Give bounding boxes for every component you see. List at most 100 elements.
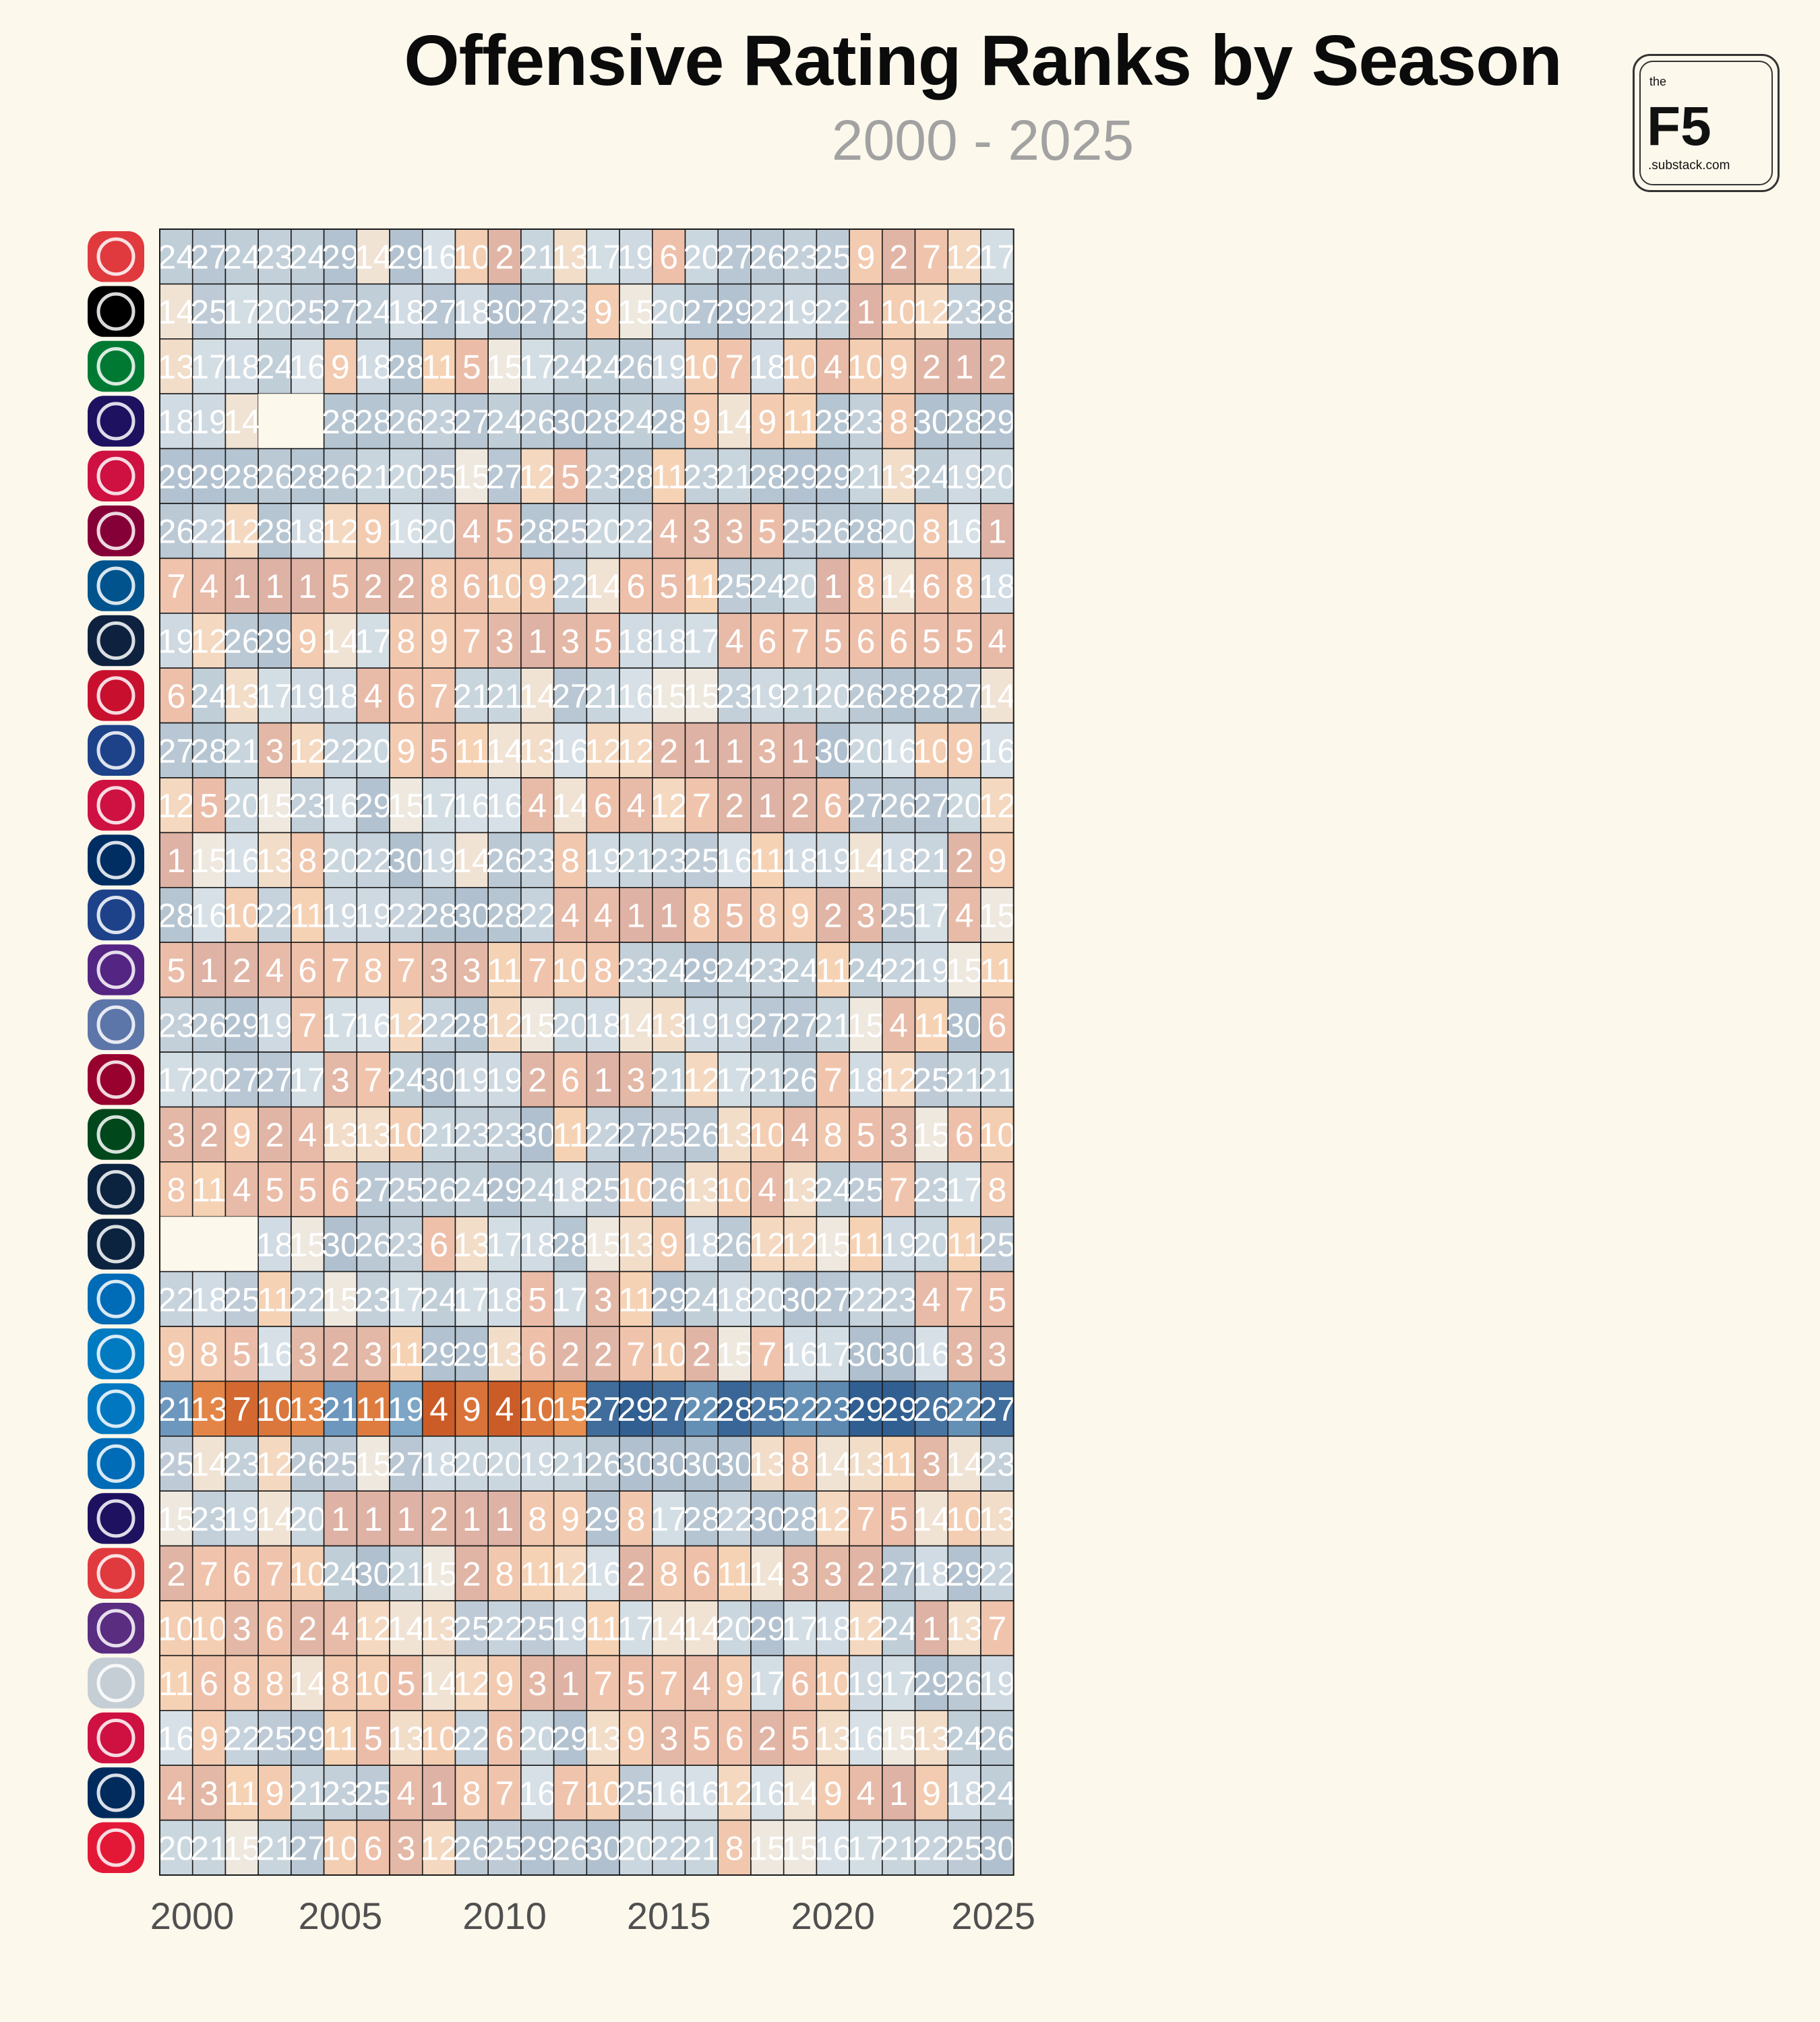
- pelicans-logo-icon: [88, 1219, 144, 1270]
- heatmap-cell-label: 22: [650, 1829, 688, 1867]
- heatmap-cell-label: 16: [453, 787, 491, 825]
- heatmap-cell-label: 24: [453, 1171, 491, 1209]
- heatmap-cell: [849, 283, 883, 340]
- heatmap-cell: [882, 393, 916, 450]
- heatmap-cell-label: 11: [520, 1555, 555, 1593]
- heatmap-cell-label: 2: [331, 1336, 350, 1374]
- heatmap-cell-label: 7: [791, 623, 810, 661]
- heatmap-cell-label: 19: [518, 1446, 556, 1483]
- heatmap-cell-label: 22: [322, 732, 359, 770]
- heatmap-cell: [291, 722, 325, 778]
- heatmap-cell: [717, 1655, 752, 1711]
- heatmap-cell-label: 23: [486, 1116, 524, 1154]
- heatmap-cell: [816, 1765, 850, 1821]
- heatmap-cell-label: 28: [158, 897, 195, 935]
- heatmap-cell-label: 16: [749, 1775, 787, 1812]
- heatmap-cell-label: 30: [814, 732, 852, 770]
- x-tick-label: 2000: [150, 1895, 235, 1937]
- hornets-logo-icon: [88, 396, 144, 447]
- heatmap-cell-label: 18: [584, 1006, 622, 1044]
- heatmap-cell: [291, 1326, 325, 1382]
- heatmap-cell-label: 20: [355, 732, 392, 770]
- heatmap-cell-label: 25: [551, 513, 589, 551]
- heatmap-cell-label: 28: [518, 513, 556, 551]
- heatmap-cell-label: 25: [781, 513, 819, 551]
- heatmap-cell: [224, 1765, 259, 1821]
- heatmap-cell: [323, 612, 358, 669]
- heatmap-cell-label: 28: [289, 458, 326, 495]
- f5-substack-logo: the F5 .substack.com: [1633, 54, 1780, 192]
- heatmap-cell: [389, 1051, 423, 1108]
- heatmap-cell-empty: [291, 394, 324, 449]
- heatmap-cell-label: 20: [551, 1006, 589, 1044]
- heatmap-cell: [947, 1436, 981, 1492]
- heatmap-cell-label: 7: [922, 239, 941, 276]
- heatmap-cell-label: 8: [857, 568, 876, 605]
- heatmap-cell: [224, 1600, 259, 1657]
- heatmap-cell-label: 5: [266, 1171, 284, 1209]
- heatmap-cell-label: 8: [495, 1555, 514, 1593]
- heatmap-cell-label: 16: [584, 1555, 622, 1593]
- heatmap-cell: [224, 1106, 259, 1163]
- heatmap-cell: [356, 1051, 390, 1108]
- heatmap-cell: [619, 612, 653, 669]
- heatmap-cell: [257, 1161, 292, 1218]
- heatmap-cell: [356, 503, 390, 559]
- heatmap-cell: [520, 612, 555, 669]
- heatmap-cell: [191, 1655, 226, 1711]
- heatmap-cell-label: 9: [955, 732, 974, 770]
- heatmap-cell: [323, 887, 358, 944]
- heatmap-cell: [553, 612, 588, 669]
- heatmap-cell: [750, 1490, 785, 1547]
- heatmap-cell: [684, 228, 719, 285]
- heatmap-cell-label: 3: [429, 952, 448, 989]
- heatmap-cell-label: 23: [814, 1390, 852, 1428]
- heatmap-cell-label: 14: [388, 1610, 425, 1648]
- heatmap-cell-label: 17: [289, 1062, 326, 1099]
- heatmap-cell-label: 11: [849, 1226, 884, 1264]
- heatmap-cell: [159, 1819, 193, 1876]
- heatmap-cell-label: 20: [781, 568, 819, 605]
- heatmap-cell-label: 15: [847, 1006, 885, 1044]
- heatmap-cell-label: 25: [190, 293, 228, 331]
- cavaliers-logo-icon: [88, 506, 144, 557]
- heatmap-cell: [816, 942, 850, 998]
- heatmap-cell: [454, 338, 489, 394]
- heatmap-cell-label: 15: [388, 787, 425, 825]
- warriors-logo-icon: [88, 725, 144, 776]
- heatmap-cell-label: 4: [298, 1116, 317, 1154]
- heatmap-cell-label: 3: [266, 732, 284, 770]
- heatmap-cell: [849, 1380, 883, 1437]
- heatmap-cell-label: 6: [462, 568, 481, 605]
- heatmap-cell-label: 5: [791, 1720, 810, 1758]
- heatmap-cell: [980, 1545, 1014, 1601]
- heatmap-cell-label: 28: [650, 403, 688, 441]
- heatmap-cell: [947, 1106, 981, 1163]
- heatmap-cell-label: 10: [551, 952, 589, 989]
- heatmap-cell-label: 24: [388, 1062, 425, 1099]
- heatmap-cell-label: 5: [298, 1171, 317, 1209]
- heatmap-cell-label: 26: [617, 348, 655, 386]
- heatmap-cell-label: 16: [355, 1006, 392, 1044]
- heatmap-cell-label: 29: [749, 1610, 787, 1648]
- heatmap-cell-label: 13: [979, 1500, 1017, 1538]
- heatmap-cell-label: 28: [322, 403, 359, 441]
- heatmap-cell: [947, 1545, 981, 1601]
- heatmap-cell-label: 23: [388, 1226, 425, 1264]
- heatmap-cell: [717, 1106, 752, 1163]
- heatmap-cell-label: 20: [518, 1720, 556, 1758]
- heatmap-cell-label: 12: [814, 1500, 852, 1538]
- heatmap-cell-label: 22: [880, 952, 917, 989]
- heatmap-cell-label: 13: [913, 1720, 950, 1758]
- heatmap-cell: [553, 1106, 588, 1163]
- heatmap-cell-label: 26: [420, 1171, 458, 1209]
- heatmap-cell-label: 12: [584, 732, 622, 770]
- heatmap-cell-label: 1: [298, 568, 317, 605]
- heatmap-cell: [454, 1490, 489, 1547]
- heatmap-cell-label: 10: [617, 1171, 655, 1209]
- heatmap-cell-label: 27: [256, 1062, 294, 1099]
- heatmap-cell-label: 10: [486, 568, 524, 605]
- heatmap-cell: [619, 1436, 653, 1492]
- heatmap-cell-label: 15: [749, 1829, 787, 1867]
- heatmap-cell: [323, 1600, 358, 1657]
